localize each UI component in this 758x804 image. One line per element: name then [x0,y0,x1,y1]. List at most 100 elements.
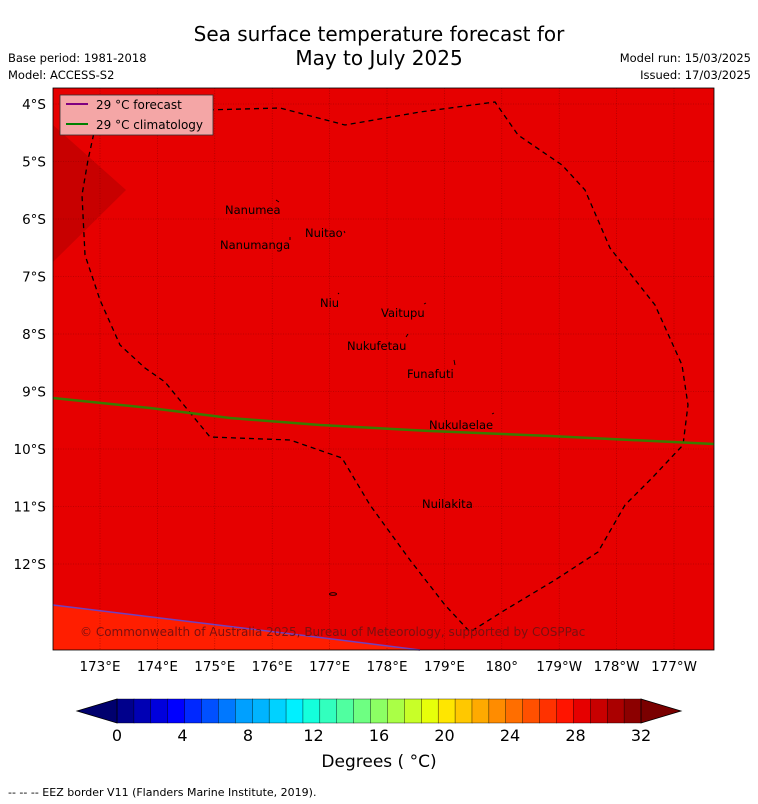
colorbar-tick-label: 28 [565,726,585,745]
colorbar-cell [218,698,236,724]
colorbar-tick-labels: 0 4 8 12 16 20 24 28 32 [112,726,651,745]
colorbar-tick-label: 20 [434,726,454,745]
lat-tick-label: 11°S [14,500,47,516]
place-labels: Nanumea Nuitao Nanumanga Niu Vaitupu Nuk… [220,203,493,511]
colorbar-cells [116,698,642,724]
lat-tick-label: 9°S [22,385,46,401]
island-vaitupu [423,302,427,305]
colorbar-cell [454,698,473,724]
colorbar-cell [201,698,219,724]
colorbar-tick-label: 8 [243,726,253,745]
colorbar-cell [471,698,490,724]
colorbar-cell [116,698,135,724]
colorbar-tick-label: 16 [369,726,389,745]
place-label-niu: Niu [320,296,339,310]
legend-forecast-label: 29 °C forecast [96,98,182,112]
place-label-nuitao: Nuitao [305,226,343,240]
colorbar-cell [319,698,338,724]
eez-border [81,101,689,633]
title-line-2: May to July 2025 [295,46,463,70]
lon-tick-label: 179°E [424,659,465,675]
colorbar-cell [133,698,152,724]
island-south [329,592,337,596]
place-label-nuilakita: Nuilakita [422,497,473,511]
colorbar-tick-label: 0 [112,726,122,745]
colorbar-cell [488,698,507,724]
colorbar-cell [184,698,203,724]
colorbar-cell [606,698,625,724]
lon-tick-label: 178°W [594,659,640,675]
lat-tick-label: 8°S [22,327,46,343]
lat-tick-label: 5°S [22,155,46,171]
place-label-vaitupu: Vaitupu [381,306,425,320]
colorbar-cell [421,698,439,724]
lat-tick-label: 10°S [14,442,47,458]
colorbar-cell [522,698,541,724]
lat-tick-label: 12°S [14,557,47,573]
model-text: Model: ACCESS-S2 [8,68,115,82]
warm-sst-patch [53,125,126,262]
lat-tick-label: 6°S [22,212,46,228]
island-nukulaelae [491,412,495,415]
colorbar-min-arrow [75,698,118,724]
island-nuitao [343,230,346,234]
colorbar-tick-label: 4 [177,726,187,745]
place-label-nukufetau: Nukufetau [347,339,406,353]
colorbar-cell [353,698,372,724]
colorbar-cell [167,698,186,724]
island-nanumea [275,199,280,203]
island-funafuti [453,359,456,366]
colorbar-cell [404,698,422,724]
map-legend: 29 °C forecast 29 °C climatology [59,94,214,136]
colorbar-cell [150,698,169,724]
colorbar-tick-label: 12 [303,726,323,745]
issued-text: Issued: 17/03/2025 [640,68,751,82]
model-run-text: Model run: 15/03/2025 [619,51,751,65]
colorbar-cell [623,698,642,724]
colorbar-cell [437,698,456,724]
colorbar-cell [387,698,405,724]
island-niu [337,292,340,295]
colorbar-cell [505,698,524,724]
legend-climatology-label: 29 °C climatology [96,118,203,132]
colorbar-cell [235,698,253,724]
lon-tick-label: 180° [486,659,519,675]
colorbar-cell [336,698,355,724]
climatology-29c-line [52,396,715,446]
copyright-text: © Commonwealth of Australia 2025, Bureau… [80,625,585,639]
lat-tick-label: 4°S [22,97,46,113]
lon-tick-label: 174°E [137,659,178,675]
lon-tick-label: 173°E [79,659,120,675]
meta-right: Model run: 15/03/2025 Issued: 17/03/2025 [620,50,751,84]
map-frame [52,87,715,651]
place-label-nukulaelae: Nukulaelae [429,418,493,432]
eez-note: -- -- -- EEZ border V11 (Flanders Marine… [8,786,317,799]
chart-title: Sea surface temperature forecast for May… [0,22,758,70]
lon-tick-label: 177°W [651,659,697,675]
base-period-text: Base period: 1981-2018 [8,51,147,65]
colorbar-cell [302,698,321,724]
map-layer: Nanumea Nuitao Nanumanga Niu Vaitupu Nuk… [52,87,715,651]
latitude-axis: 4°S 5°S 6°S 7°S 8°S 9°S 10°S 11°S 12°S [14,97,47,573]
longitude-axis: 173°E 174°E 175°E 176°E 177°E 178°E 179°E 180° 1… [79,659,696,675]
colorbar-cell [556,698,574,724]
colorbar-tick-label: 32 [631,726,651,745]
colorbar-cell [590,698,608,724]
lon-tick-label: 177°E [309,659,350,675]
lon-tick-label: 175°E [194,659,235,675]
place-label-nanumea: Nanumea [225,203,281,217]
sst-field [53,88,714,650]
colorbar-cell [268,698,287,724]
meta-left: Base period: 1981-2018 Model: ACCESS-S2 [8,50,147,84]
colorbar-cell [252,698,270,724]
map-panel: Nanumea Nuitao Nanumanga Niu Vaitupu Nuk… [14,87,715,675]
colorbar-cell [370,698,388,724]
colorbar-title: Degrees ( °C) [321,752,437,772]
lat-tick-label: 7°S [22,270,46,286]
colorbar-cell [539,698,557,724]
lon-tick-label: 176°E [252,659,293,675]
lon-tick-label: 178°E [366,659,407,675]
colorbar-tick-label: 24 [500,726,520,745]
place-label-nanumanga: Nanumanga [220,238,290,252]
